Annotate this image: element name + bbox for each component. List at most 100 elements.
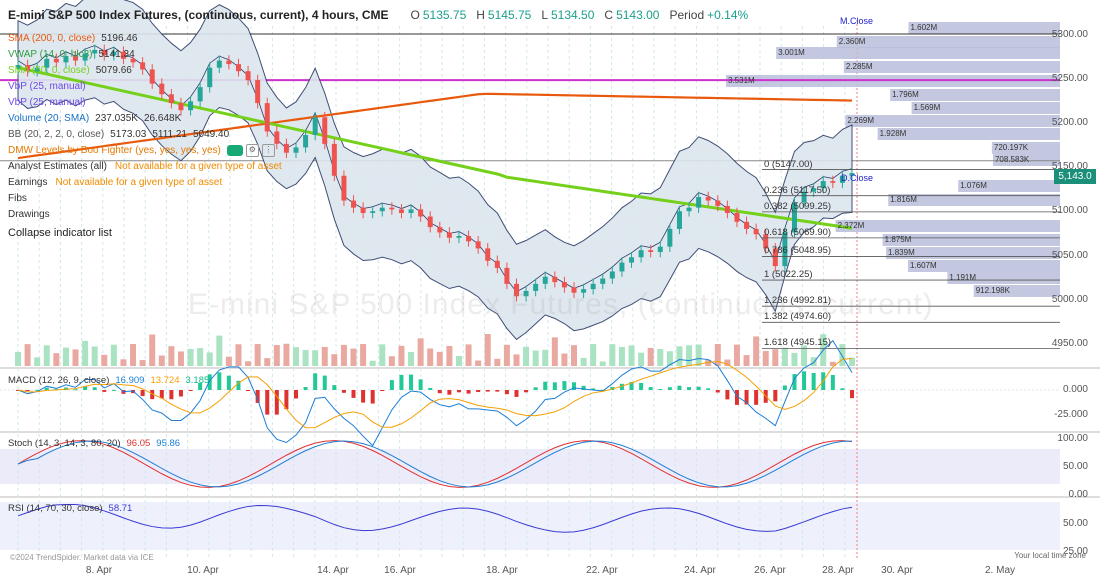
stoch-legend[interactable]: Stoch (14, 3, 14, 3, 80, 20) 96.05 95.86	[8, 438, 186, 449]
volume-bar	[801, 345, 808, 366]
macd-histogram-bar	[207, 374, 212, 390]
fib-level-label: 1.382 (4974.60)	[764, 311, 832, 323]
vbp-bar	[776, 47, 1060, 59]
volume-bar	[82, 340, 89, 366]
volume-bar	[130, 344, 137, 366]
indicator-earnings[interactable]: Earnings Not available for a given type o…	[8, 175, 338, 191]
volume-bar	[321, 346, 328, 366]
macd-histogram-bar	[639, 382, 644, 390]
vbp-bar	[992, 154, 1060, 166]
volume-bar	[829, 361, 836, 366]
macd-legend[interactable]: MACD (12, 26, 9, close) 16.909 13.724 3.185	[8, 375, 215, 386]
candle-body	[801, 191, 807, 203]
indicator-vwap[interactable]: VWAP (14, 0, hlc3) 5141.34	[8, 47, 338, 63]
candle-body	[370, 211, 376, 213]
macd-histogram-bar	[73, 389, 78, 391]
macd-histogram-bar	[495, 390, 500, 392]
macd-histogram-bar	[428, 388, 433, 390]
macd-histogram-bar	[734, 390, 739, 405]
indicator-value: 237.035K	[95, 113, 138, 124]
period-value: +0.14%	[707, 8, 749, 22]
indicator-vbp-2[interactable]: VbP (25, manual)	[8, 95, 338, 111]
candle-body	[763, 234, 769, 249]
eye-icon[interactable]	[226, 144, 243, 156]
macd-histogram-bar	[25, 390, 30, 392]
indicator-value: 5049.40	[193, 129, 230, 140]
volume-bar	[206, 352, 213, 366]
price-tick: 4950.00	[1051, 338, 1088, 349]
candle-body	[494, 260, 500, 268]
volume-bar	[647, 347, 654, 366]
symbol-title[interactable]: E-mini S&P 500 Index Futures, (continuou…	[8, 8, 389, 22]
vbp-value-label: 912.198K	[975, 286, 1010, 295]
candle-body	[600, 278, 606, 284]
macd-histogram-bar	[313, 373, 318, 390]
macd-histogram-bar	[351, 390, 356, 398]
volume-bar	[398, 345, 405, 366]
indicator-label: VbP (25, manual)	[8, 97, 86, 108]
candle-body	[92, 49, 98, 54]
more-icon[interactable]: ⋮	[261, 143, 275, 157]
low-label: L	[541, 8, 548, 22]
stoch-tick: 100.00	[1057, 433, 1088, 444]
collapse-indicator-list-link[interactable]: Collapse indicator list	[8, 227, 112, 239]
volume-bar	[15, 352, 21, 366]
macd-histogram-bar	[322, 375, 327, 390]
indicator-drawings[interactable]: Drawings	[8, 207, 338, 223]
candle-body	[360, 207, 366, 213]
macd-histogram-bar	[188, 390, 193, 391]
indicator-sma200[interactable]: SMA (200, 0, close) 5196.46	[8, 31, 338, 47]
volume-bar	[350, 348, 357, 366]
close-label: C	[604, 8, 614, 22]
volume-bar	[225, 356, 232, 366]
candle-body	[351, 200, 357, 208]
macd-histogram-bar	[572, 382, 576, 390]
volume-bar	[24, 344, 31, 366]
candle-body	[159, 83, 165, 95]
candle-body	[485, 248, 491, 261]
rsi-legend[interactable]: RSI (14, 70, 30, close) 58.71	[8, 503, 138, 514]
candle-body	[140, 62, 146, 70]
macd-histogram-bar	[773, 390, 778, 402]
indicator-fibs[interactable]: Fibs	[8, 191, 338, 207]
timezone-note[interactable]: Your local time zone	[1014, 551, 1086, 560]
macd-signal-value: 13.724	[150, 375, 180, 386]
volume-bar	[686, 345, 693, 366]
candle-body	[197, 87, 203, 102]
volume-bar	[446, 345, 453, 366]
candle-body	[590, 283, 596, 290]
volume-bar	[810, 357, 817, 366]
candle-body	[705, 197, 711, 201]
indicator-bb[interactable]: BB (20, 2, 2, 0, close) 5173.03 5111.21 504…	[8, 127, 338, 143]
candle-body	[523, 290, 529, 297]
volume-bar	[561, 353, 568, 366]
volume-bar	[273, 345, 280, 366]
indicator-label: VWAP (14, 0, hlc3)	[8, 49, 93, 60]
macd-histogram-bar	[274, 390, 279, 415]
macd-hist-value: 3.185	[185, 375, 210, 386]
volume-bar	[551, 337, 558, 366]
high-value: 5145.75	[487, 8, 532, 22]
indicator-label: DMW Levels by Boo Fighter (yes, yes, yes…	[8, 145, 221, 156]
indicator-volume[interactable]: Volume (20, SMA) 237.035K 26.648K	[8, 111, 338, 127]
macd-histogram-bar	[92, 387, 97, 390]
indicator-sma50[interactable]: SMA (50, 0, close) 5079.66	[8, 63, 338, 79]
candle-body	[696, 197, 702, 208]
not-available-note: Not available for a given type of asset	[55, 177, 223, 188]
macd-histogram-bar	[524, 390, 529, 393]
volume-bar	[523, 346, 530, 366]
indicator-analyst-estimates[interactable]: Analyst Estimates (all) Not available for…	[8, 159, 338, 175]
vbp-value-label: 3.001M	[778, 48, 805, 57]
indicator-label: Fibs	[8, 193, 27, 204]
gear-icon[interactable]: ⚙	[245, 143, 259, 157]
fib-level-label: 0 (5147.00)	[764, 158, 813, 170]
indicator-vbp-1[interactable]: VbP (25, manual)	[8, 79, 338, 95]
price-tick: 5000.00	[1051, 294, 1088, 305]
candle-body	[849, 173, 855, 176]
vbp-value-label: 2.372M	[837, 221, 865, 230]
vbp-bar	[843, 61, 1060, 73]
macd-histogram-bar	[140, 390, 145, 397]
indicator-dmw-levels[interactable]: DMW Levels by Boo Fighter (yes, yes, yes…	[8, 143, 338, 159]
macd-histogram-bar	[667, 387, 672, 390]
